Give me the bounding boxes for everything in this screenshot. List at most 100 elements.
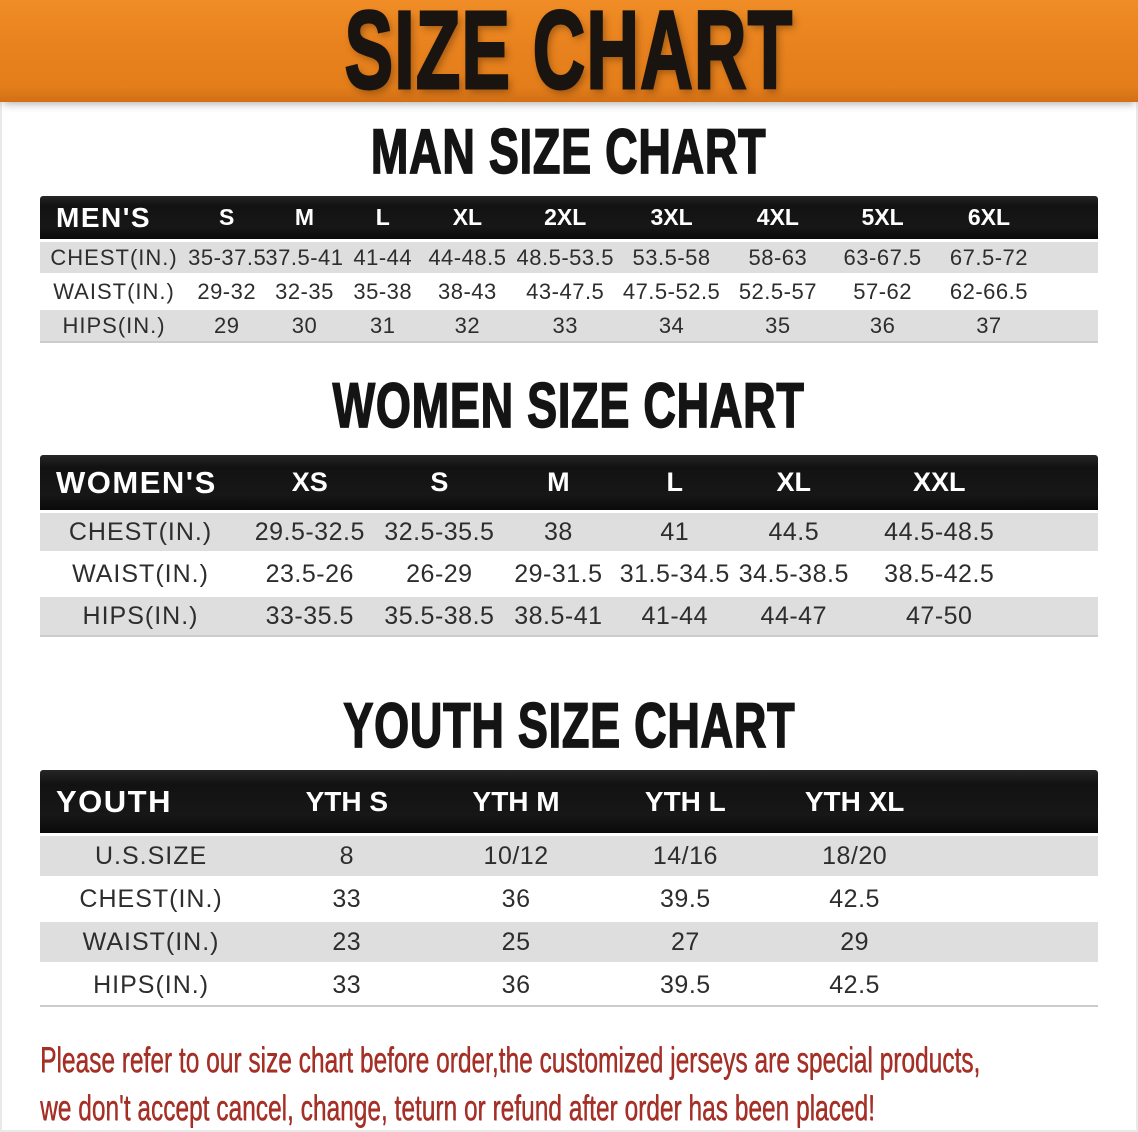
size-value-cell: 43-47.5 [512, 276, 618, 310]
size-value-cell: 42.5 [769, 965, 940, 1007]
row-label: CHEST(IN.) [40, 879, 263, 922]
size-col-header: S [188, 196, 266, 242]
size-value-cell: 23 [262, 922, 432, 965]
spacer-cell [939, 922, 1098, 965]
size-col-header: L [616, 455, 733, 513]
size-value-cell: 36 [431, 965, 601, 1007]
size-value-cell: 63-67.5 [830, 242, 935, 276]
size-value-cell: 32-35 [265, 276, 344, 310]
size-value-cell: 33 [262, 965, 432, 1007]
size-value-cell: 44.5 [732, 513, 855, 555]
row-label: CHEST(IN.) [40, 242, 189, 276]
size-value-cell: 10/12 [431, 836, 601, 879]
size-col-header: XXL [854, 455, 1024, 513]
row-label: HIPS(IN.) [40, 965, 263, 1007]
size-col-header: YTH XL [769, 770, 940, 836]
table-row: CHEST(IN.) 33 36 39.5 42.5 [40, 879, 1098, 922]
size-value-cell: 37.5-41 [265, 242, 344, 276]
size-value-cell: 33 [512, 310, 618, 343]
size-value-cell: 38 [500, 513, 617, 555]
spacer-cell [939, 836, 1098, 879]
size-value-cell: 8 [262, 836, 432, 879]
size-value-cell: 41-44 [616, 597, 733, 637]
note-line-1: Please refer to our size chart before or… [40, 1039, 981, 1080]
size-value-cell: 35.5-38.5 [378, 597, 501, 637]
size-value-cell: 34 [617, 310, 726, 343]
table-row: WAIST(IN.) 29-32 32-35 35-38 38-43 43-47… [40, 276, 1098, 310]
size-value-cell: 41-44 [343, 242, 422, 276]
size-value-cell: 62-66.5 [934, 276, 1043, 310]
size-value-cell: 33 [262, 879, 432, 922]
youth-table-header-row: YOUTH YTH S YTH M YTH L YTH XL [40, 770, 1098, 836]
size-col-header: XS [241, 455, 379, 513]
size-value-cell: 35 [725, 310, 831, 343]
row-label: HIPS(IN.) [40, 597, 242, 637]
size-value-cell: 25 [431, 922, 601, 965]
size-value-cell: 48.5-53.5 [512, 242, 618, 276]
size-col-header: 2XL [512, 196, 618, 242]
spacer-cell [1042, 310, 1098, 343]
size-value-cell: 29.5-32.5 [241, 513, 379, 555]
size-value-cell: 67.5-72 [934, 242, 1043, 276]
size-value-cell: 57-62 [830, 276, 935, 310]
spacer-cell [939, 770, 1098, 836]
size-value-cell: 32 [421, 310, 513, 343]
youth-section-title-text: YOUTH SIZE CHART [342, 690, 795, 761]
spacer-cell [939, 879, 1098, 922]
size-value-cell: 36 [431, 879, 601, 922]
size-value-cell: 31.5-34.5 [616, 555, 733, 597]
banner-title: SIZE CHART [344, 0, 794, 112]
table-row: WAIST(IN.) 23.5-26 26-29 29-31.5 31.5-34… [40, 555, 1098, 597]
table-row: CHEST(IN.) 29.5-32.5 32.5-35.5 38 41 44.… [40, 513, 1098, 555]
size-value-cell: 29-32 [188, 276, 266, 310]
size-col-header: 4XL [725, 196, 831, 242]
size-value-cell: 26-29 [378, 555, 501, 597]
size-value-cell: 39.5 [600, 965, 770, 1007]
women-section-title: WOMEN SIZE CHART [0, 370, 1138, 441]
size-col-header: YTH M [431, 770, 601, 836]
table-row: CHEST(IN.) 35-37.5 37.5-41 41-44 44-48.5… [40, 242, 1098, 276]
size-value-cell: 14/16 [600, 836, 770, 879]
size-col-header: XL [421, 196, 513, 242]
row-label: HIPS(IN.) [40, 310, 189, 343]
youth-size-table: YOUTH YTH S YTH M YTH L YTH XL U.S.SIZE … [40, 770, 1098, 1007]
spacer-cell [1042, 242, 1098, 276]
women-corner-label: WOMEN'S [40, 455, 242, 513]
size-value-cell: 35-38 [343, 276, 422, 310]
size-value-cell: 37 [934, 310, 1043, 343]
size-value-cell: 44-48.5 [421, 242, 513, 276]
men-section-title: MAN SIZE CHART [0, 116, 1138, 187]
size-value-cell: 39.5 [600, 879, 770, 922]
table-row: U.S.SIZE 8 10/12 14/16 18/20 [40, 836, 1098, 879]
spacer-cell [1023, 455, 1098, 513]
spacer-cell [1042, 276, 1098, 310]
men-corner-label: MEN'S [40, 196, 189, 242]
row-label: CHEST(IN.) [40, 513, 242, 555]
size-col-header: M [500, 455, 617, 513]
size-value-cell: 38-43 [421, 276, 513, 310]
size-value-cell: 33-35.5 [241, 597, 379, 637]
size-value-cell: 32.5-35.5 [378, 513, 501, 555]
size-value-cell: 23.5-26 [241, 555, 379, 597]
size-col-header: S [378, 455, 501, 513]
spacer-cell [1023, 597, 1098, 637]
note-line-2: we don't accept cancel, change, teturn o… [40, 1087, 875, 1128]
size-value-cell: 35-37.5 [188, 242, 266, 276]
women-size-table: WOMEN'S XS S M L XL XXL CHEST(IN.) 29.5-… [40, 455, 1098, 637]
table-row: WAIST(IN.) 23 25 27 29 [40, 922, 1098, 965]
youth-section-title: YOUTH SIZE CHART [0, 690, 1138, 761]
size-chart-banner: SIZE CHART [0, 0, 1138, 112]
size-value-cell: 34.5-38.5 [732, 555, 855, 597]
table-row: HIPS(IN.) 29 30 31 32 33 34 35 36 37 [40, 310, 1098, 343]
row-label: WAIST(IN.) [40, 555, 242, 597]
size-value-cell: 18/20 [769, 836, 940, 879]
women-section-title-text: WOMEN SIZE CHART [332, 370, 805, 441]
size-value-cell: 47.5-52.5 [617, 276, 726, 310]
order-policy-note: Please refer to our size chart before or… [40, 1036, 1138, 1132]
women-table-header-row: WOMEN'S XS S M L XL XXL [40, 455, 1098, 513]
table-row: HIPS(IN.) 33-35.5 35.5-38.5 38.5-41 41-4… [40, 597, 1098, 637]
size-value-cell: 38.5-42.5 [854, 555, 1024, 597]
size-value-cell: 44.5-48.5 [854, 513, 1024, 555]
row-label: WAIST(IN.) [40, 922, 263, 965]
men-section-title-text: MAN SIZE CHART [371, 116, 767, 187]
